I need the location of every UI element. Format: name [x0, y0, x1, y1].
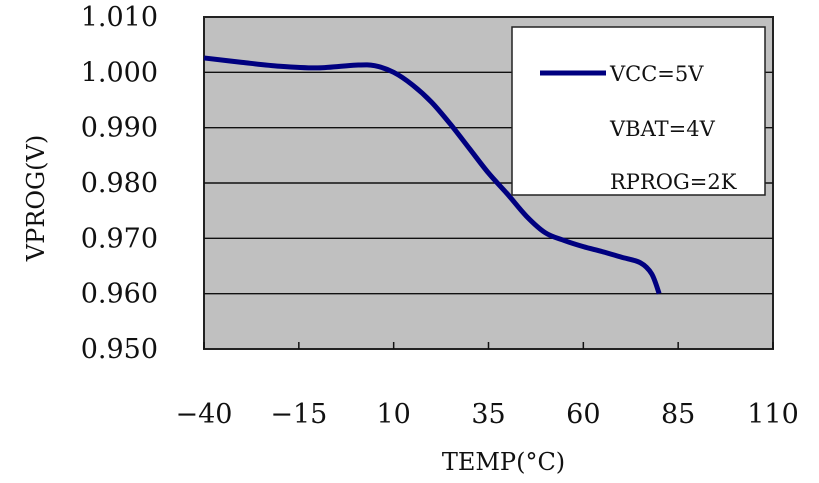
x-tick-label: 10	[376, 399, 410, 430]
x-tick-label: 35	[471, 399, 505, 430]
x-tick-label: 85	[661, 399, 695, 430]
y-tick-label: 0.990	[81, 113, 158, 144]
x-tick-label: 60	[566, 399, 600, 430]
y-axis-title: VPROG(V)	[22, 135, 50, 262]
y-axis-tick-labels: 1.010 1.000 0.990 0.980 0.970 0.960 0.950	[81, 2, 158, 365]
y-tick-label: 1.010	[81, 2, 158, 33]
x-axis-tick-labels: −40 −15 10 35 60 85 110	[176, 399, 799, 430]
legend-box	[511, 26, 766, 196]
series-line-vcc-5v	[203, 55, 662, 295]
legend-entry-vbat: VBAT=4V	[609, 117, 716, 141]
x-axis-title: TEMP(°C)	[442, 448, 565, 476]
y-tick-label: 0.970	[81, 223, 158, 254]
y-tick-label: 0.980	[81, 168, 158, 199]
y-tick-label: 0.950	[81, 334, 158, 365]
y-tick-label: 1.000	[81, 57, 158, 88]
legend: VCC=5V VBAT=4V RPROG=2K	[511, 26, 766, 196]
legend-entry-rprog: RPROG=2K	[610, 170, 737, 194]
x-tick-label: −15	[270, 399, 327, 430]
x-axis-tick-marks	[203, 342, 774, 349]
x-tick-label: −40	[176, 399, 233, 430]
legend-entry-vcc: VCC=5V	[609, 62, 704, 86]
y-tick-label: 0.960	[81, 279, 158, 310]
x-tick-label: 110	[747, 399, 799, 430]
